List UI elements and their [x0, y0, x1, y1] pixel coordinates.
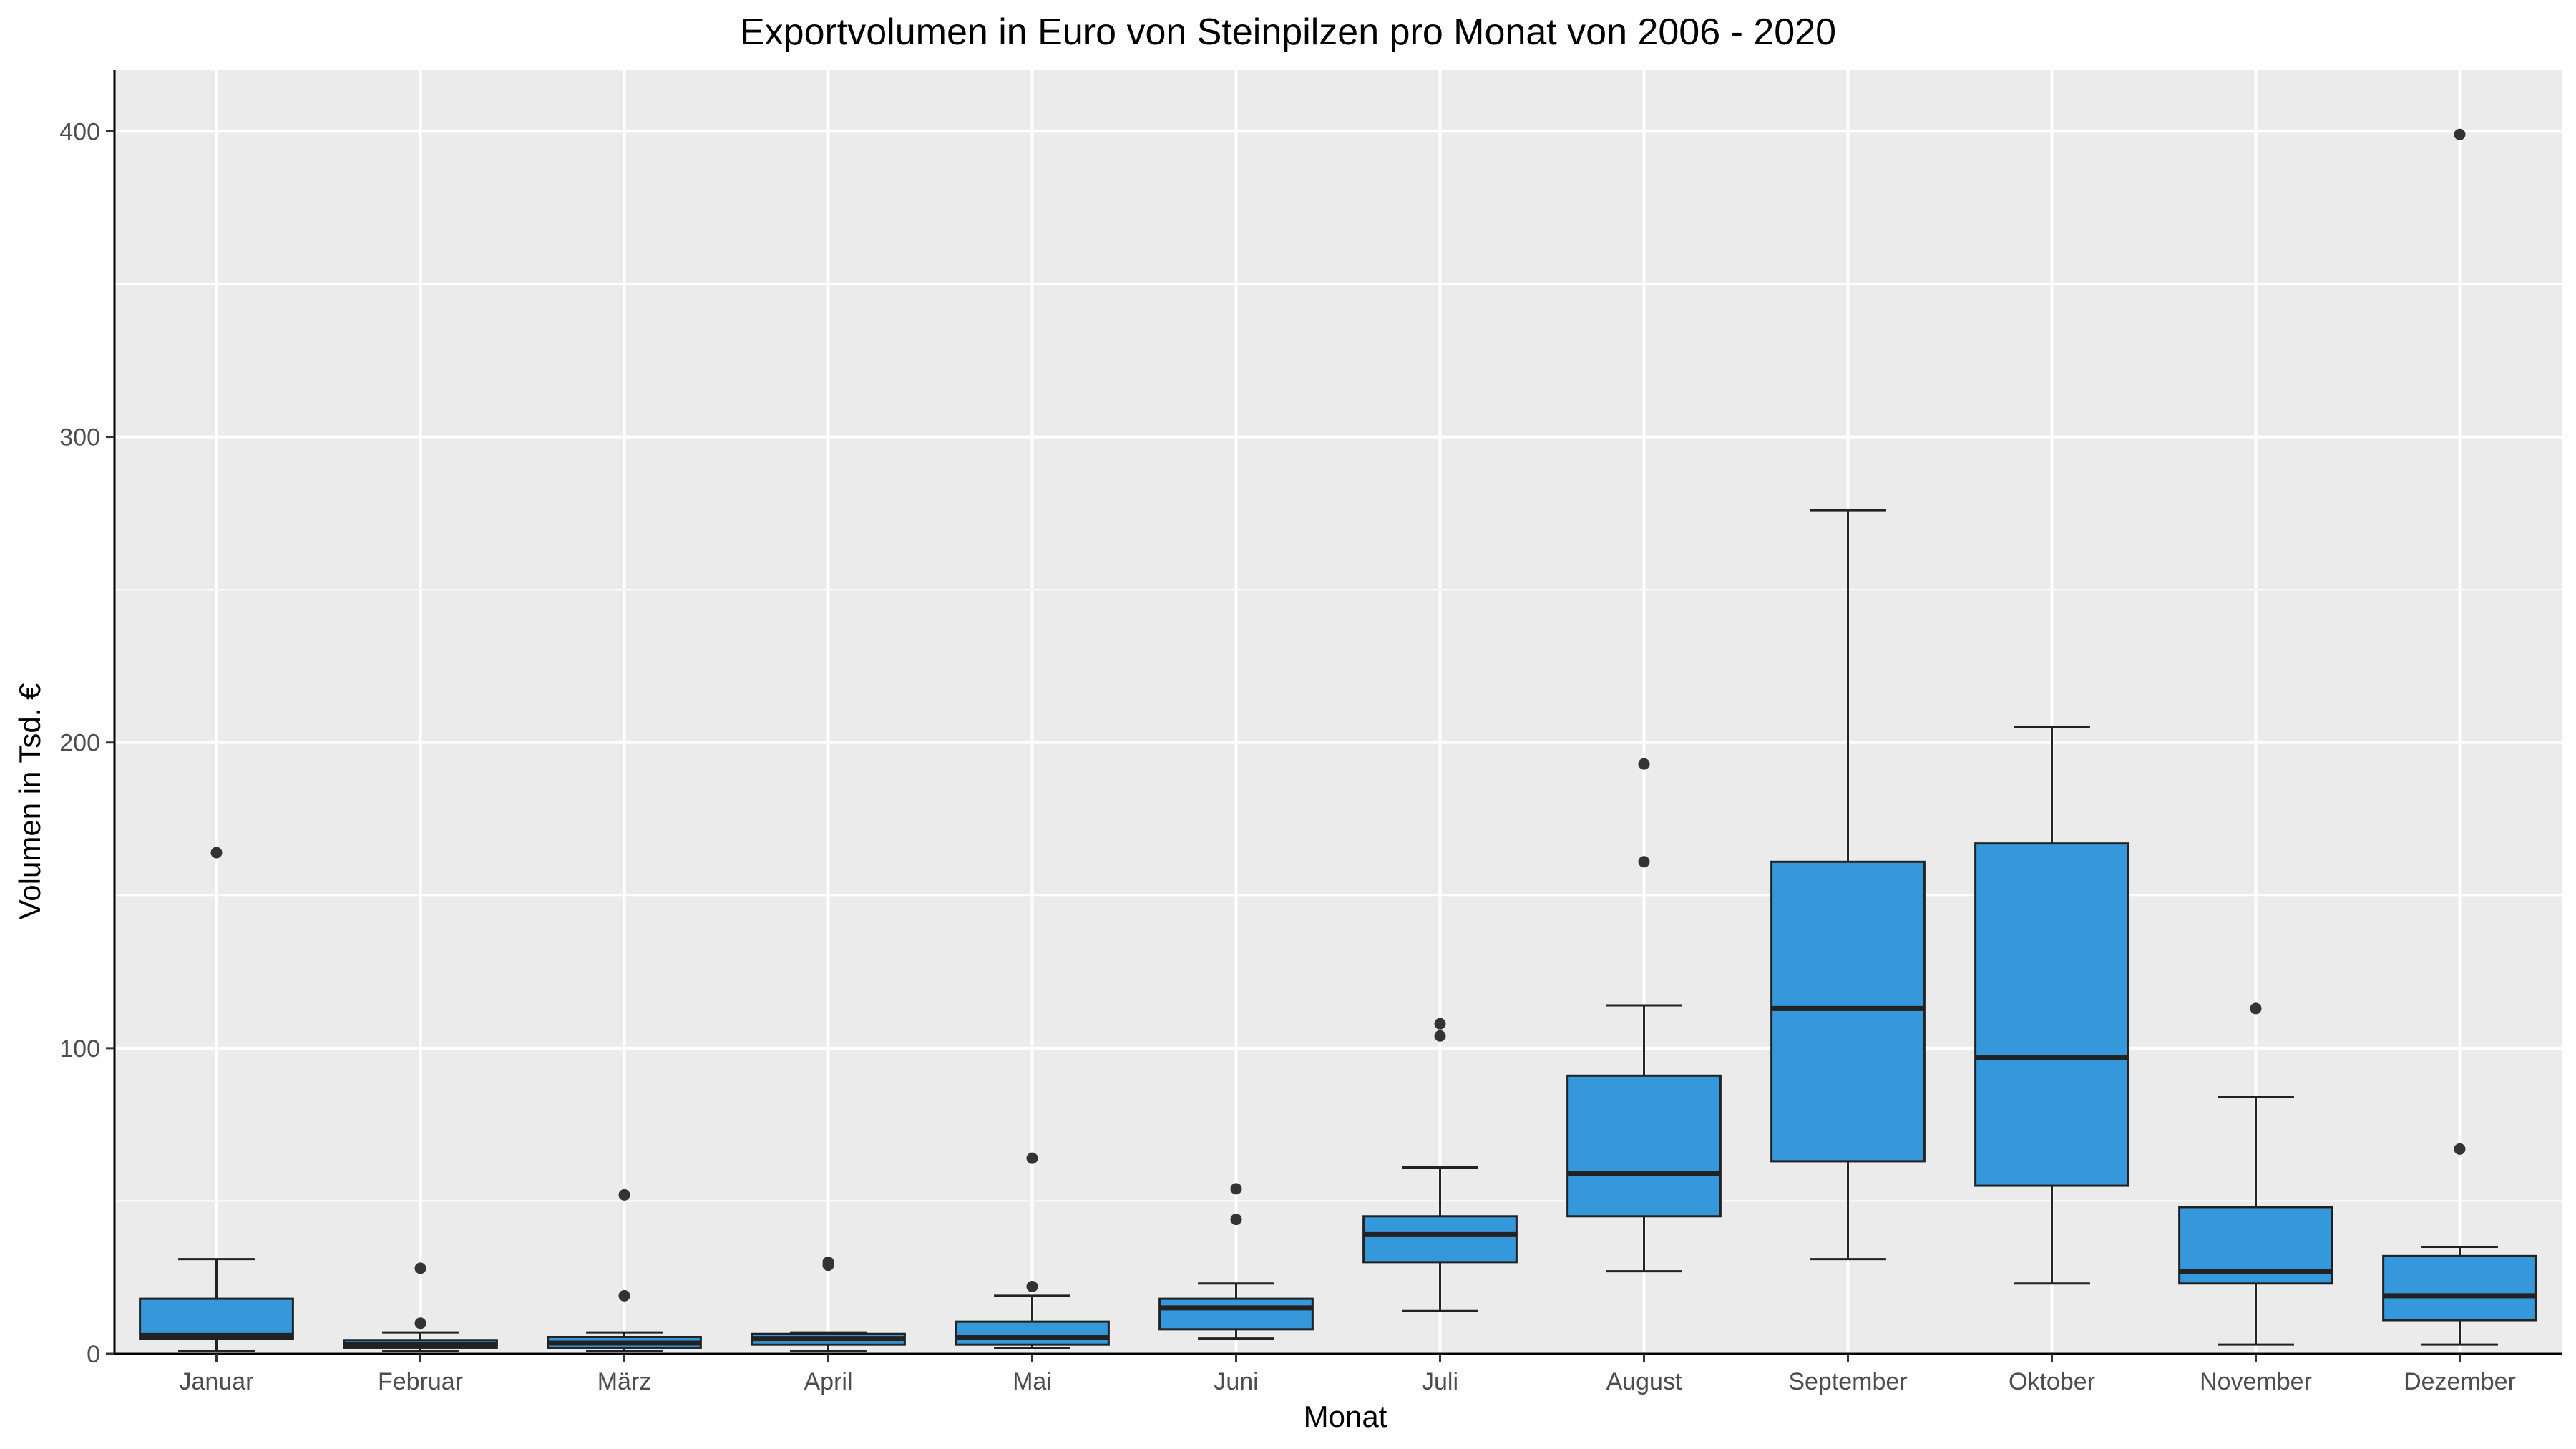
box-september: [1770, 509, 1926, 1261]
outlier-point: [414, 1262, 426, 1274]
box-januar: [139, 847, 294, 1352]
box-märz: [547, 1189, 702, 1352]
axes: [113, 70, 2562, 1355]
outlier-point: [618, 1189, 630, 1201]
outlier-point: [414, 1317, 426, 1330]
outlier-point: [618, 1289, 630, 1302]
box-februar: [343, 1262, 498, 1352]
tick-labels: 0 100 200 300 400 Januar Februar März April Mai Ju…: [59, 118, 2516, 1395]
y-axis-title: Volumen in Tsd. €: [13, 683, 47, 920]
box-iqr: [1566, 1074, 1722, 1218]
box-juni: [1158, 1183, 1314, 1340]
outlier-point: [2250, 1002, 2262, 1015]
x-tick-label: April: [804, 1368, 852, 1395]
x-tick-label: Oktober: [2009, 1368, 2095, 1395]
x-tick-label: Januar: [180, 1368, 254, 1395]
outlier-point: [1638, 758, 1650, 770]
box-oktober: [1974, 726, 2129, 1285]
box-mai: [955, 1152, 1110, 1349]
outlier-point: [1434, 1030, 1446, 1042]
outlier-point: [1434, 1018, 1446, 1030]
box-iqr: [1974, 842, 2129, 1187]
box-iqr: [955, 1320, 1110, 1346]
outlier-point: [2454, 128, 2466, 140]
outlier-point: [1026, 1152, 1038, 1164]
outlier-point: [210, 847, 223, 859]
y-tick-label: 100: [59, 1035, 100, 1063]
outlier-point: [1230, 1214, 1242, 1226]
x-tick-label: Dezember: [2404, 1368, 2516, 1395]
box-series: [139, 128, 2537, 1352]
x-tick-label: Juli: [1422, 1368, 1458, 1395]
x-tick-label: September: [1788, 1368, 1907, 1395]
outlier-point: [1230, 1183, 1242, 1195]
plot-panel: [114, 70, 2562, 1354]
box-april: [751, 1256, 906, 1352]
x-tick-label: Februar: [378, 1368, 463, 1395]
outlier-point: [2454, 1143, 2466, 1155]
y-tick-label: 400: [59, 118, 100, 145]
outlier-point: [1638, 856, 1650, 868]
y-tick-label: 300: [59, 424, 100, 452]
box-iqr: [139, 1297, 294, 1340]
box-iqr: [1770, 860, 1926, 1163]
x-tick-label: Mai: [1013, 1368, 1052, 1395]
x-tick-label: März: [597, 1368, 652, 1395]
box-dezember: [2382, 128, 2537, 1346]
box-juli: [1362, 1018, 1518, 1312]
x-axis-title: Monat: [1304, 1400, 1387, 1433]
x-tick-label: Juni: [1214, 1368, 1258, 1395]
box-iqr: [1158, 1297, 1314, 1331]
outlier-point: [822, 1256, 834, 1268]
box-august: [1566, 758, 1722, 1273]
x-tick-label: August: [1606, 1368, 1682, 1395]
x-tick-label: November: [2200, 1368, 2312, 1395]
box-iqr: [1362, 1215, 1518, 1264]
y-tick-label: 200: [59, 730, 100, 757]
box-iqr: [2382, 1254, 2537, 1322]
y-tick-label: 0: [87, 1341, 100, 1368]
chart-title: Exportvolumen in Euro von Steinpilzen pr…: [740, 11, 1836, 53]
box-november: [2178, 1002, 2333, 1346]
outlier-point: [1026, 1281, 1038, 1293]
